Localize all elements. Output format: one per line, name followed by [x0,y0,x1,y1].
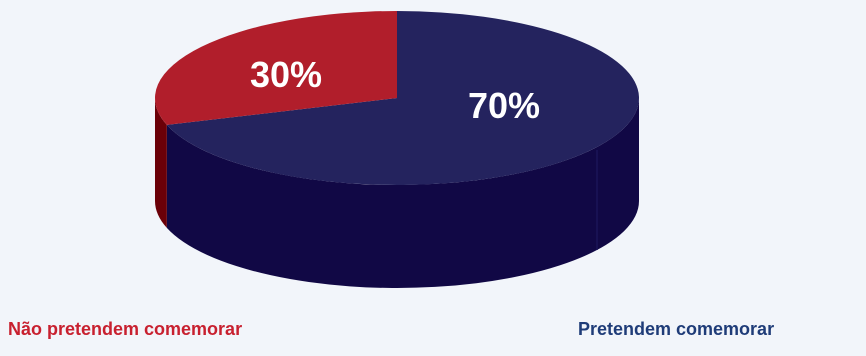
pie-slice-nao-pretendem [154,11,397,125]
pie-top [154,11,639,185]
pie-side-walls [155,98,639,288]
legend-label-nao-pretendem: Não pretendem comemorar [8,319,243,339]
pie-slice-pretendem [166,11,639,185]
pie-label-pretendem: 70% [468,85,540,126]
pie-side-pretendem [166,98,639,288]
pie-chart: 70% 30% [154,11,639,288]
legend-label-pretendem: Pretendem comemorar [578,319,775,339]
pie-label-nao-pretendem: 30% [250,54,322,95]
pie-side-nao-pretendem [155,98,167,228]
